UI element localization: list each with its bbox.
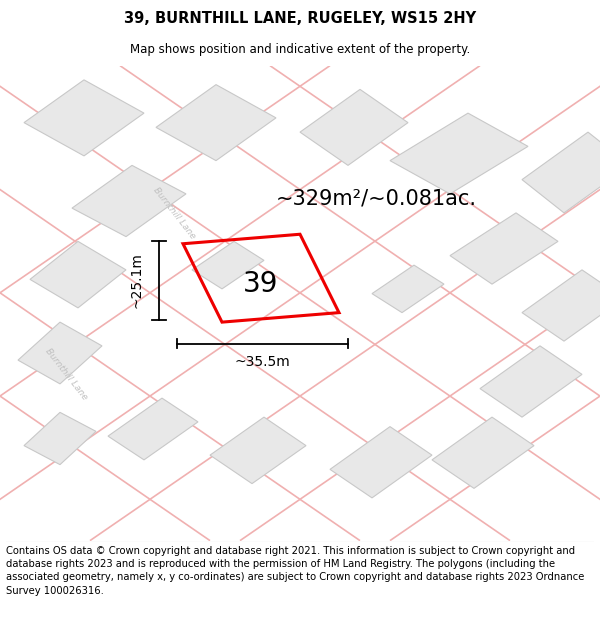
Polygon shape [480, 346, 582, 417]
Polygon shape [108, 398, 198, 460]
Text: Burnthill Lane: Burnthill Lane [43, 347, 89, 402]
Polygon shape [24, 80, 144, 156]
Polygon shape [300, 89, 408, 166]
Polygon shape [210, 417, 306, 484]
Polygon shape [522, 132, 600, 213]
Polygon shape [330, 427, 432, 498]
Text: ~35.5m: ~35.5m [235, 356, 290, 369]
Polygon shape [30, 241, 126, 308]
Polygon shape [156, 84, 276, 161]
Polygon shape [432, 417, 534, 488]
Polygon shape [192, 241, 264, 289]
Polygon shape [24, 412, 96, 464]
Text: Map shows position and indicative extent of the property.: Map shows position and indicative extent… [130, 42, 470, 56]
Text: ~329m²/~0.081ac.: ~329m²/~0.081ac. [276, 189, 477, 209]
Text: Contains OS data © Crown copyright and database right 2021. This information is : Contains OS data © Crown copyright and d… [6, 546, 584, 596]
Text: ~25.1m: ~25.1m [130, 253, 144, 309]
Text: 39, BURNTHILL LANE, RUGELEY, WS15 2HY: 39, BURNTHILL LANE, RUGELEY, WS15 2HY [124, 11, 476, 26]
Polygon shape [372, 265, 444, 312]
Text: Burnthill Lane: Burnthill Lane [151, 186, 197, 241]
Polygon shape [450, 213, 558, 284]
Polygon shape [390, 113, 528, 194]
Polygon shape [18, 322, 102, 384]
Polygon shape [72, 166, 186, 237]
Polygon shape [522, 270, 600, 341]
Text: 39: 39 [243, 270, 279, 298]
